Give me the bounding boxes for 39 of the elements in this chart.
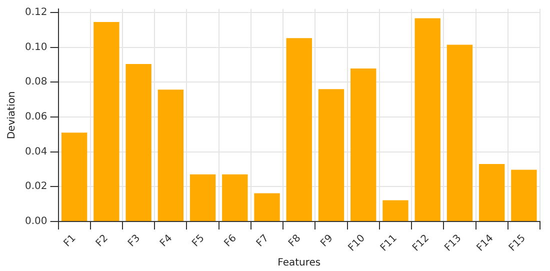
x-tick-label: F6 — [222, 232, 239, 250]
bar — [190, 174, 216, 221]
y-tick-label: 0.00 — [25, 216, 48, 228]
bar — [286, 38, 312, 221]
bar — [61, 132, 88, 221]
y-axis-title: Deviation — [6, 91, 18, 140]
bar — [158, 90, 184, 221]
x-tick-label: F9 — [318, 232, 336, 250]
y-tick-label: 0.12 — [25, 7, 48, 18]
x-axis-title: Features — [278, 258, 321, 269]
bar — [478, 164, 505, 221]
y-tick-label: 0.10 — [25, 42, 48, 53]
x-tick-label: F15 — [507, 232, 528, 254]
bar — [414, 18, 440, 221]
bar — [382, 200, 408, 221]
bar — [254, 193, 280, 221]
y-tick-label: 0.02 — [25, 181, 48, 192]
x-tick-label: F4 — [158, 232, 175, 250]
bar — [446, 44, 473, 221]
bar — [222, 174, 248, 221]
x-tick-label: F11 — [378, 232, 400, 254]
y-tick-label: 0.04 — [25, 146, 48, 158]
y-tick-label: 0.08 — [25, 76, 48, 88]
x-tick-label: F7 — [254, 232, 271, 250]
x-tick-label: F14 — [474, 232, 496, 254]
x-tick-label: F10 — [346, 232, 368, 254]
x-tick-label: F1 — [62, 232, 78, 250]
x-tick-label: F12 — [410, 232, 432, 254]
bar — [318, 89, 344, 221]
bar — [126, 64, 152, 221]
x-tick-label: F2 — [94, 232, 110, 250]
bar — [350, 68, 376, 221]
x-tick-label: F5 — [190, 232, 207, 250]
x-tick-label: F3 — [126, 232, 143, 250]
bar — [94, 22, 120, 221]
bar — [511, 170, 537, 221]
x-tick-label: F13 — [442, 232, 464, 254]
y-tick-label: 0.06 — [25, 112, 48, 123]
x-tick-label: F8 — [286, 232, 304, 250]
